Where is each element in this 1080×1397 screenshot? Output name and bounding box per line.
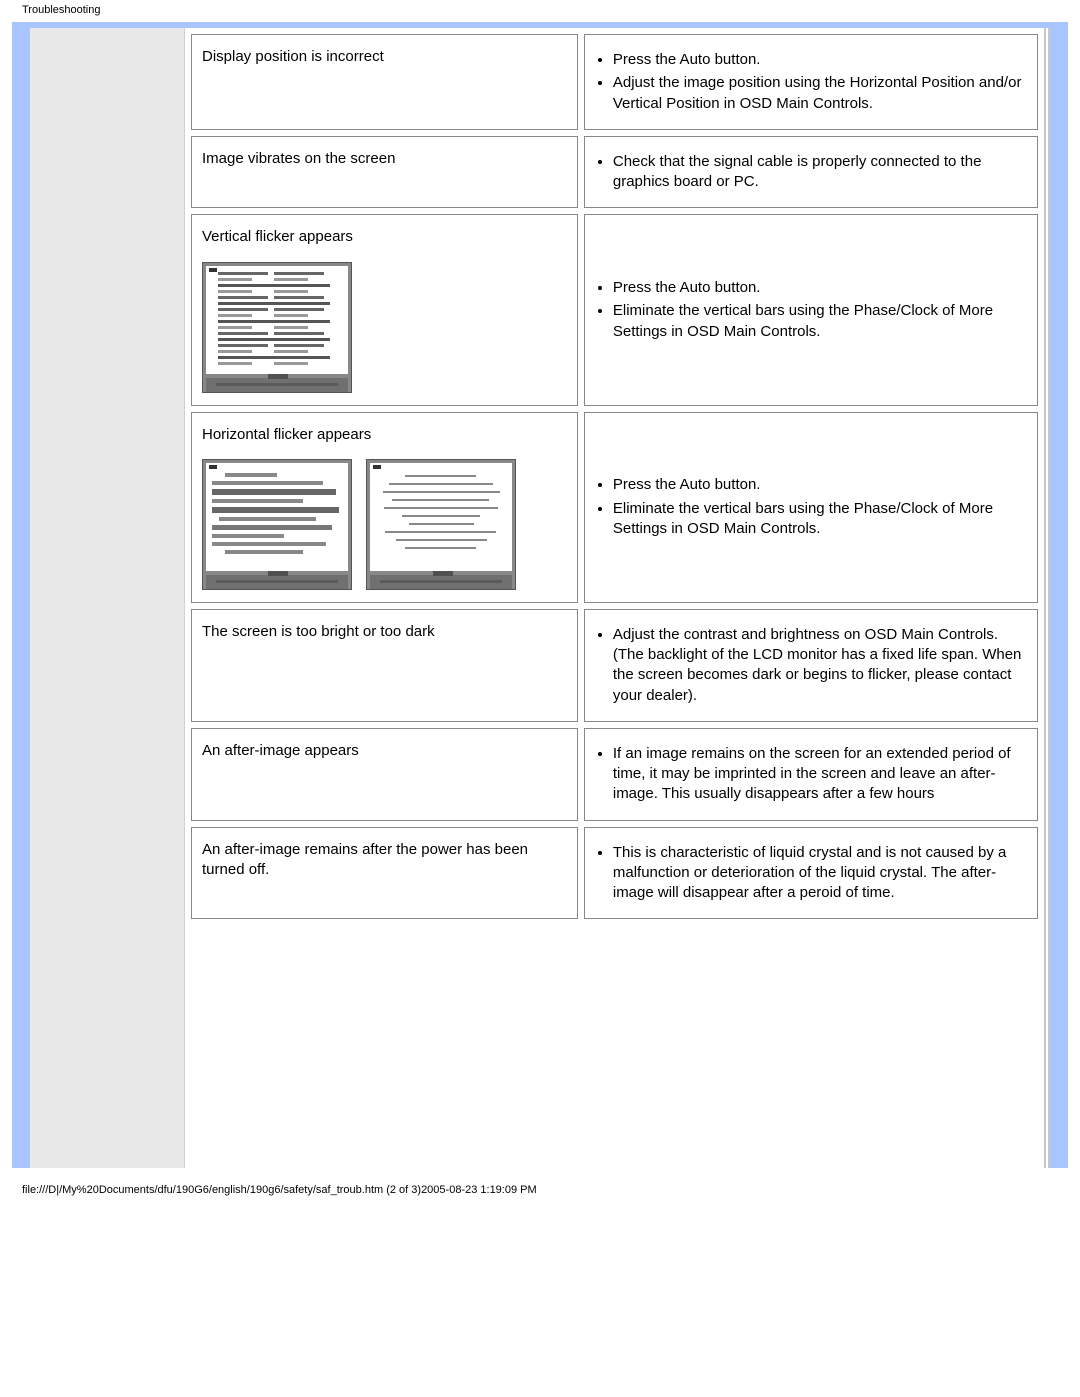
- problem-cell: Horizontal flicker appears: [191, 412, 578, 603]
- solution-cell: Press the Auto button. Eliminate the vert…: [584, 412, 1038, 603]
- table-row: Display position is incorrect Press the A…: [191, 34, 1038, 130]
- table-row: An after-image remains after the power h…: [191, 827, 1038, 920]
- solution-item: Check that the signal cable is properly …: [613, 152, 1027, 193]
- solution-list: Press the Auto button. Eliminate the vert…: [613, 475, 1027, 539]
- solution-item: Adjust the contrast and brightness on OS…: [613, 625, 1027, 706]
- solution-cell: Press the Auto button. Eliminate the vert…: [584, 214, 1038, 405]
- solution-cell: If an image remains on the screen for an…: [584, 728, 1038, 821]
- problem-cell: An after-image appears: [191, 728, 578, 821]
- table-row: Vertical flicker appears Press the Auto …: [191, 214, 1038, 405]
- solution-cell: Check that the signal cable is properly …: [584, 136, 1038, 209]
- solution-item: Press the Auto button.: [613, 50, 1027, 70]
- solution-list: Check that the signal cable is properly …: [613, 152, 1027, 193]
- problem-text: Vertical flicker appears: [202, 227, 567, 247]
- troubleshooting-table: Display position is incorrect Press the A…: [185, 28, 1044, 925]
- solution-list: Press the Auto button. Adjust the image p…: [613, 50, 1027, 114]
- problem-cell: Image vibrates on the screen: [191, 136, 578, 209]
- problem-text: Display position is incorrect: [202, 47, 567, 67]
- problem-cell: An after-image remains after the power h…: [191, 827, 578, 920]
- solution-item: Eliminate the vertical bars using the Ph…: [613, 499, 1027, 540]
- table-row: Horizontal flicker appears Press the Aut…: [191, 412, 1038, 603]
- solution-item: This is characteristic of liquid crystal…: [613, 843, 1027, 904]
- problem-text: Image vibrates on the screen: [202, 149, 567, 169]
- problem-cell: Vertical flicker appears: [191, 214, 578, 405]
- problem-text: An after-image appears: [202, 741, 567, 761]
- monitor-illustration: [202, 459, 352, 590]
- page-title: Troubleshooting: [0, 0, 1080, 22]
- problem-cell: Display position is incorrect: [191, 34, 578, 130]
- solution-cell: Press the Auto button. Adjust the image p…: [584, 34, 1038, 130]
- solution-cell: This is characteristic of liquid crystal…: [584, 827, 1038, 920]
- left-sidebar: [30, 28, 185, 1168]
- solution-item: Eliminate the vertical bars using the Ph…: [613, 301, 1027, 342]
- monitor-illustration: [202, 262, 352, 393]
- table-row: Image vibrates on the screen Check that t…: [191, 136, 1038, 209]
- problem-text: Horizontal flicker appears: [202, 425, 567, 445]
- content-frame: Display position is incorrect Press the A…: [12, 22, 1068, 1168]
- table-row: The screen is too bright or too dark Adju…: [191, 609, 1038, 722]
- solution-item: Press the Auto button.: [613, 475, 1027, 495]
- monitor-illustration: [366, 459, 516, 590]
- problem-text: An after-image remains after the power h…: [202, 840, 567, 881]
- solution-item: Adjust the image position using the Hori…: [613, 73, 1027, 114]
- solution-cell: Adjust the contrast and brightness on OS…: [584, 609, 1038, 722]
- footer-path: file:///D|/My%20Documents/dfu/190G6/engl…: [0, 1168, 1080, 1212]
- troubleshooting-table-container: Display position is incorrect Press the A…: [185, 28, 1050, 1168]
- problem-cell: The screen is too bright or too dark: [191, 609, 578, 722]
- solution-item: Press the Auto button.: [613, 278, 1027, 298]
- solution-item: If an image remains on the screen for an…: [613, 744, 1027, 805]
- problem-text: The screen is too bright or too dark: [202, 622, 567, 642]
- solution-list: Adjust the contrast and brightness on OS…: [613, 625, 1027, 706]
- solution-list: If an image remains on the screen for an…: [613, 744, 1027, 805]
- table-row: An after-image appears If an image remain…: [191, 728, 1038, 821]
- solution-list: This is characteristic of liquid crystal…: [613, 843, 1027, 904]
- solution-list: Press the Auto button. Eliminate the vert…: [613, 278, 1027, 342]
